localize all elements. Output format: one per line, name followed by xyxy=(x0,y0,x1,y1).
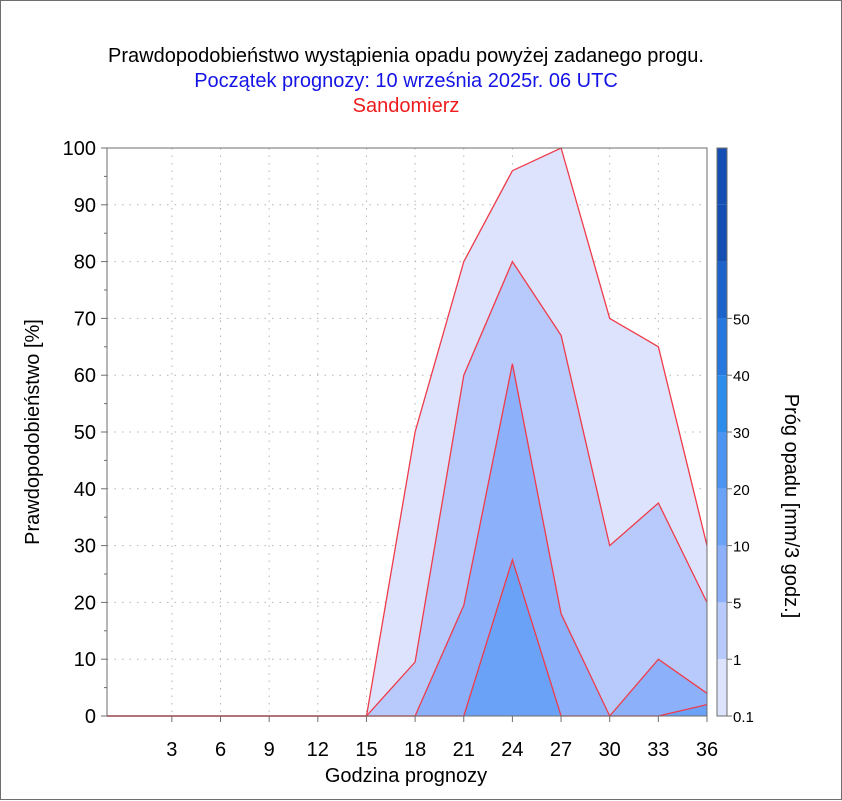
colorbar-tick-label: 10 xyxy=(733,539,750,556)
x-tick-label: 6 xyxy=(215,739,226,761)
location-name: Sandomierz xyxy=(353,95,460,117)
x-tick-label: 15 xyxy=(355,739,377,761)
x-tick-label: 12 xyxy=(307,739,329,761)
colorbar-tick-label: 30 xyxy=(733,425,750,442)
y-tick-label: 40 xyxy=(74,479,96,501)
colorbar-label: Próg opadu [mm/3 godz.] xyxy=(780,394,802,619)
colorbar-band xyxy=(717,432,727,489)
y-tick-label: 70 xyxy=(74,308,96,330)
x-tick-label: 30 xyxy=(599,739,621,761)
colorbar-band xyxy=(717,602,727,660)
y-tick-label: 100 xyxy=(63,138,96,160)
y-axis-ticks: 0 10 20 30 40 50 60 70 80 90 100 xyxy=(63,138,107,728)
colorbar-band xyxy=(717,545,727,603)
area-threshold-5 xyxy=(107,363,707,716)
colorbar-tick-label: 20 xyxy=(733,482,750,499)
colorbar-band xyxy=(717,204,727,262)
y-tick-label: 30 xyxy=(74,536,96,558)
colorbar-tick-label: 1 xyxy=(733,652,741,669)
colorbar-band xyxy=(717,375,727,432)
colorbar-tick-label: 40 xyxy=(733,368,750,385)
colorbar-band xyxy=(717,148,727,205)
colorbar-tick-label: 0.1 xyxy=(733,709,754,726)
y-tick-label: 10 xyxy=(74,649,96,671)
colorbar-tick-label: 50 xyxy=(733,311,750,328)
y-tick-label: 0 xyxy=(85,706,96,728)
x-tick-label: 24 xyxy=(501,739,523,761)
threshold-colorbar: 0.1 1 5 10 20 30 40 50 xyxy=(716,147,754,726)
colorbar-band xyxy=(717,261,727,319)
x-tick-label: 3 xyxy=(166,739,177,761)
colorbar-band xyxy=(717,488,727,546)
x-tick-label: 21 xyxy=(453,739,475,761)
y-tick-label: 20 xyxy=(74,592,96,614)
colorbar-band xyxy=(717,318,727,376)
y-tick-label: 80 xyxy=(74,252,96,274)
x-axis-label: Godzina prognozy xyxy=(325,765,487,787)
y-tick-label: 50 xyxy=(74,422,96,444)
y-tick-label: 90 xyxy=(74,195,96,217)
x-tick-label: 27 xyxy=(550,739,572,761)
colorbar-tick-label: 5 xyxy=(733,595,741,612)
x-tick-label: 18 xyxy=(404,739,426,761)
colorbar-band xyxy=(717,659,727,716)
x-tick-label: 9 xyxy=(264,739,275,761)
x-tick-label: 36 xyxy=(696,739,718,761)
y-axis-label: Prawdopodobieństwo [%] xyxy=(22,319,44,545)
x-tick-label: 33 xyxy=(647,739,669,761)
x-axis-ticks: 3 6 9 12 15 18 21 24 27 30 33 36 xyxy=(166,716,718,761)
chart-subtitle: Początek prognozy: 10 września 2025r. 06… xyxy=(194,70,618,92)
y-tick-label: 60 xyxy=(74,365,96,387)
plot-border xyxy=(106,147,708,717)
chart-title: Prawdopodobieństwo wystąpienia opadu pow… xyxy=(108,45,704,67)
